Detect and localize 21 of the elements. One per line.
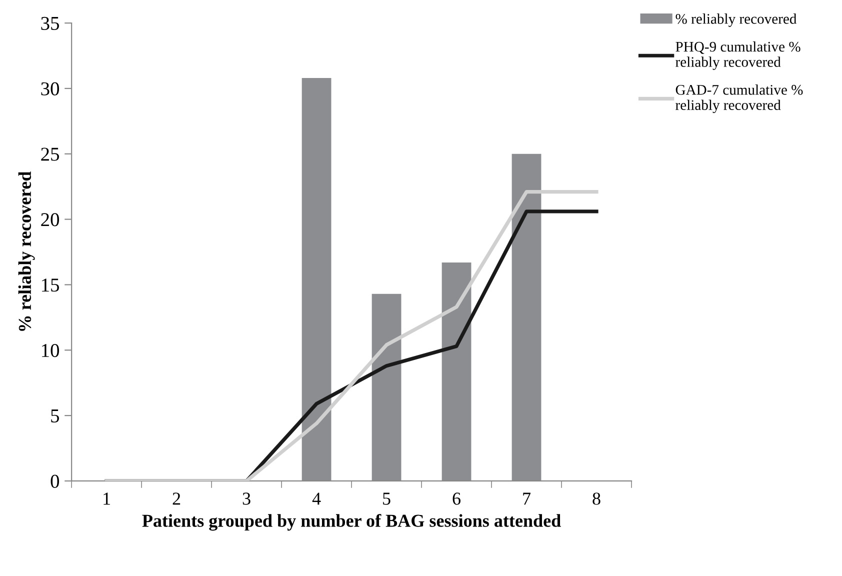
y-tick-label: 10 — [42, 344, 60, 358]
y-tick-label: 5 — [51, 410, 60, 422]
legend-label: % reliably recovered — [676, 14, 797, 27]
y-tick-label: 35 — [41, 16, 60, 30]
x-tick-label: 5 — [383, 492, 390, 505]
x-tick-label: 7 — [523, 492, 531, 505]
y-axis-title: % reliably recovered — [18, 171, 35, 331]
x-tick-label: 3 — [242, 492, 250, 505]
y-tick-label: 30 — [41, 82, 60, 96]
x-tick-label: 2 — [172, 492, 180, 505]
x-axis-title: Patients grouped by number of BAG sessions attended — [142, 514, 561, 531]
x-tick-label: 1 — [104, 492, 110, 505]
y-tick-label: 25 — [41, 148, 60, 161]
y-tick-label: 15 — [42, 278, 60, 292]
y-tick-label: 0 — [50, 474, 60, 488]
legend-label: PHQ-9 cumulative % reliably recovered — [676, 41, 800, 70]
y-tick-label: 20 — [41, 213, 60, 226]
x-tick-label: 8 — [592, 492, 600, 505]
x-tick-label: 6 — [452, 492, 460, 505]
x-tick-label: 4 — [312, 492, 321, 505]
legend-label: GAD-7 cumulative % reliably recovered — [676, 84, 803, 114]
